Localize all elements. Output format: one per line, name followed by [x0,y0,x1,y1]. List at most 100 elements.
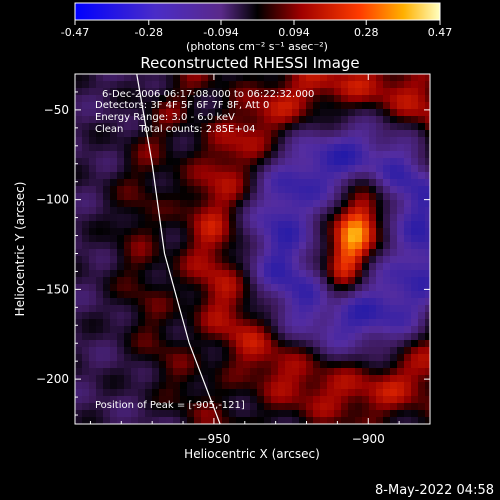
heatmap-cell [82,410,90,418]
heatmap-cell [243,249,251,257]
heatmap-cell [75,158,83,166]
heatmap-cell [215,340,223,348]
heatmap-cell [404,263,412,271]
heatmap-cell [173,221,181,229]
heatmap-cell [89,214,97,222]
heatmap-cell [264,396,272,404]
heatmap-cell [418,319,426,327]
heatmap-cell [285,340,293,348]
heatmap-cell [425,382,430,390]
heatmap-cell [117,158,125,166]
heatmap-cell [124,165,132,173]
heatmap-cell [257,375,265,383]
heatmap-cell [376,109,384,117]
heatmap-cell [89,333,97,341]
heatmap-cell [103,410,111,418]
heatmap-cell [89,417,97,424]
heatmap-cell [418,186,426,194]
heatmap-cell [404,214,412,222]
heatmap-cell [124,214,132,222]
heatmap-cell [96,382,104,390]
heatmap-cell [425,165,430,173]
heatmap-cell [355,242,363,250]
heatmap-cell [145,109,153,117]
heatmap-cell [110,263,118,271]
heatmap-cell [89,95,97,103]
heatmap-cell [411,102,419,110]
heatmap-cell [327,319,335,327]
heatmap-cell [166,186,174,194]
colorbar-tick-label: -0.094 [203,26,238,39]
heatmap-cell [229,144,237,152]
heatmap-cell [145,172,153,180]
heatmap-cell [411,228,419,236]
heatmap-cell [222,158,230,166]
heatmap-cell [383,319,391,327]
heatmap-cell [159,200,167,208]
heatmap-cell [138,123,146,131]
heatmap-cell [103,277,111,285]
heatmap-cell [292,340,300,348]
heatmap-cell [89,396,97,404]
heatmap-cell [299,109,307,117]
heatmap-cell [306,151,314,159]
heatmap-cell [194,228,202,236]
heatmap-cell [411,95,419,103]
heatmap-cell [103,263,111,271]
heatmap-cell [397,256,405,264]
heatmap-cell [292,347,300,355]
heatmap-cell [404,179,412,187]
heatmap-cell [313,256,321,264]
heatmap-cell [222,228,230,236]
heatmap-cell [159,354,167,362]
heatmap-cell [194,235,202,243]
heatmap-cell [327,389,335,397]
heatmap-cell [131,137,139,145]
heatmap-cell [187,102,195,110]
heatmap-cell [285,389,293,397]
heatmap-cell [145,207,153,215]
heatmap-cell [89,172,97,180]
heatmap-cell [96,333,104,341]
heatmap-cell [355,228,363,236]
heatmap-cell [89,270,97,278]
heatmap-cell [187,263,195,271]
heatmap-cell [411,312,419,320]
heatmap-cell [89,298,97,306]
heatmap-cell [152,228,160,236]
heatmap-cell [103,298,111,306]
heatmap-cell [187,298,195,306]
heatmap-cell [75,417,83,424]
heatmap-cell [264,130,272,138]
heatmap-cell [236,193,244,201]
heatmap-cell [187,277,195,285]
heatmap-cell [313,109,321,117]
heatmap-cell [236,284,244,292]
heatmap-cell [201,284,209,292]
heatmap-cell [187,410,195,418]
heatmap-cell [180,165,188,173]
heatmap-cell [320,200,328,208]
heatmap-cell [299,417,307,424]
heatmap-cell [271,207,279,215]
heatmap-cell [327,396,335,404]
heatmap-cell [201,361,209,369]
heatmap-cell [131,396,139,404]
heatmap-cell [278,165,286,173]
heatmap-cell [187,165,195,173]
heatmap-cell [278,305,286,313]
heatmap-cell [250,340,258,348]
heatmap-cell [243,228,251,236]
heatmap-cell [180,116,188,124]
heatmap-cell [96,193,104,201]
heatmap-cell [236,340,244,348]
annotation-energy: Energy Range: 3.0 - 6.0 keV [95,112,235,123]
heatmap-cell [138,263,146,271]
heatmap-cell [348,326,356,334]
heatmap-cell [285,375,293,383]
heatmap-cell [348,151,356,159]
heatmap-cell [117,235,125,243]
heatmap-cell [208,249,216,257]
heatmap-cell [404,256,412,264]
heatmap-cell [425,172,430,180]
